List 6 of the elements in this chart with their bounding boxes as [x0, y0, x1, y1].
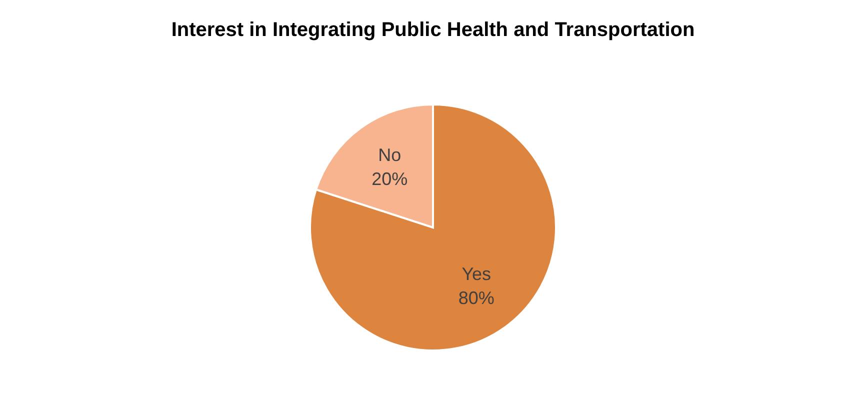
- data-label: 80%: [458, 288, 494, 308]
- data-label: 20%: [372, 168, 408, 189]
- slice-label: No: [378, 144, 402, 165]
- pie-slice: [309, 104, 557, 352]
- chart-title: Interest in Integrating Public Health and Transportation: [171, 19, 695, 41]
- slice-label: Yes: [462, 264, 492, 284]
